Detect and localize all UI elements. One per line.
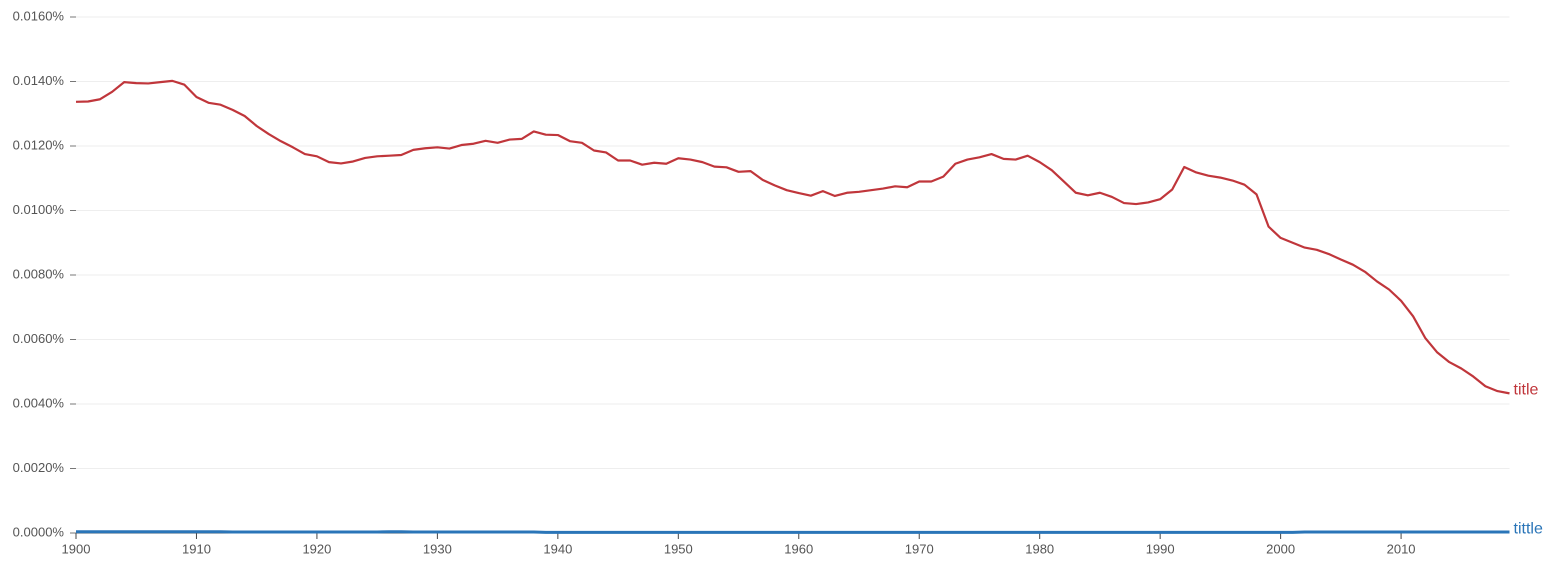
series-label: title — [1514, 382, 1539, 399]
y-tick-label: 0.0160% — [13, 8, 65, 23]
y-tick-label: 0.0120% — [13, 137, 65, 152]
x-tick-label: 2000 — [1266, 541, 1295, 556]
x-tick-label: 1930 — [423, 541, 452, 556]
x-tick-label: 2010 — [1387, 541, 1416, 556]
series-line — [75, 79, 1510, 395]
series-line — [76, 530, 1510, 534]
y-tick-label: 0.0060% — [13, 331, 65, 346]
series-label: tittle — [1514, 520, 1543, 537]
x-tick-label: 1960 — [784, 541, 813, 556]
y-tick-label: 0.0080% — [13, 266, 65, 281]
x-tick-label: 1910 — [182, 541, 211, 556]
x-tick-label: 1980 — [1025, 541, 1054, 556]
x-tick-label: 1970 — [905, 541, 934, 556]
y-tick-label: 0.0100% — [13, 202, 65, 217]
x-tick-label: 1950 — [664, 541, 693, 556]
y-tick-label: 0.0140% — [13, 73, 65, 88]
y-tick-label: 0.0000% — [13, 524, 65, 539]
x-tick-label: 1920 — [302, 541, 331, 556]
x-tick-label: 1900 — [62, 541, 91, 556]
y-tick-label: 0.0040% — [13, 395, 65, 410]
x-tick-label: 1940 — [543, 541, 572, 556]
x-tick-label: 1990 — [1146, 541, 1175, 556]
y-tick-label: 0.0020% — [13, 460, 65, 475]
